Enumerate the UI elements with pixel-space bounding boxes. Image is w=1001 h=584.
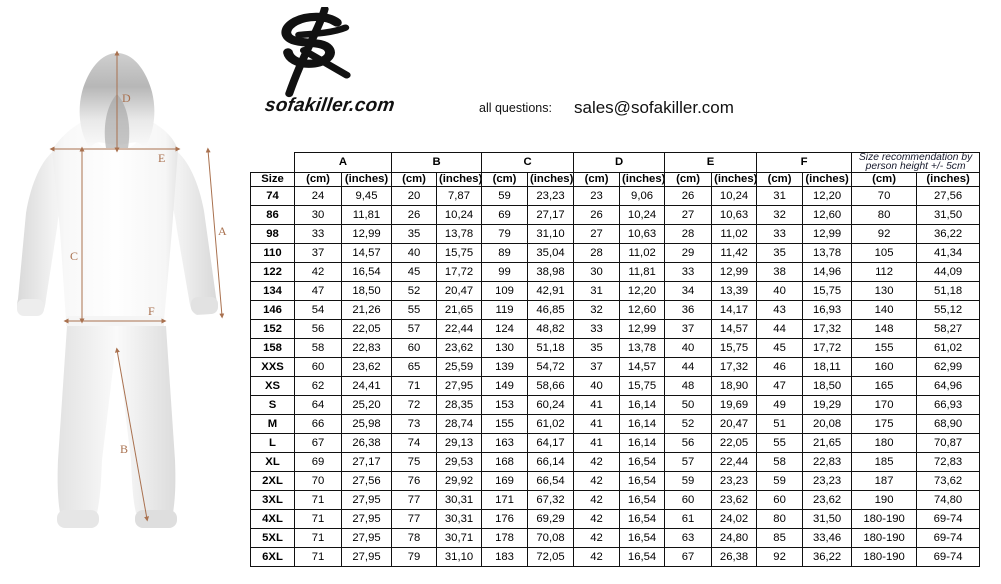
svg-text:F: F bbox=[148, 304, 155, 318]
svg-text:D: D bbox=[122, 91, 131, 105]
svg-text:A: A bbox=[218, 224, 227, 238]
svg-text:C: C bbox=[70, 249, 78, 263]
svg-text:B: B bbox=[120, 442, 128, 456]
svg-text:E: E bbox=[158, 151, 165, 165]
